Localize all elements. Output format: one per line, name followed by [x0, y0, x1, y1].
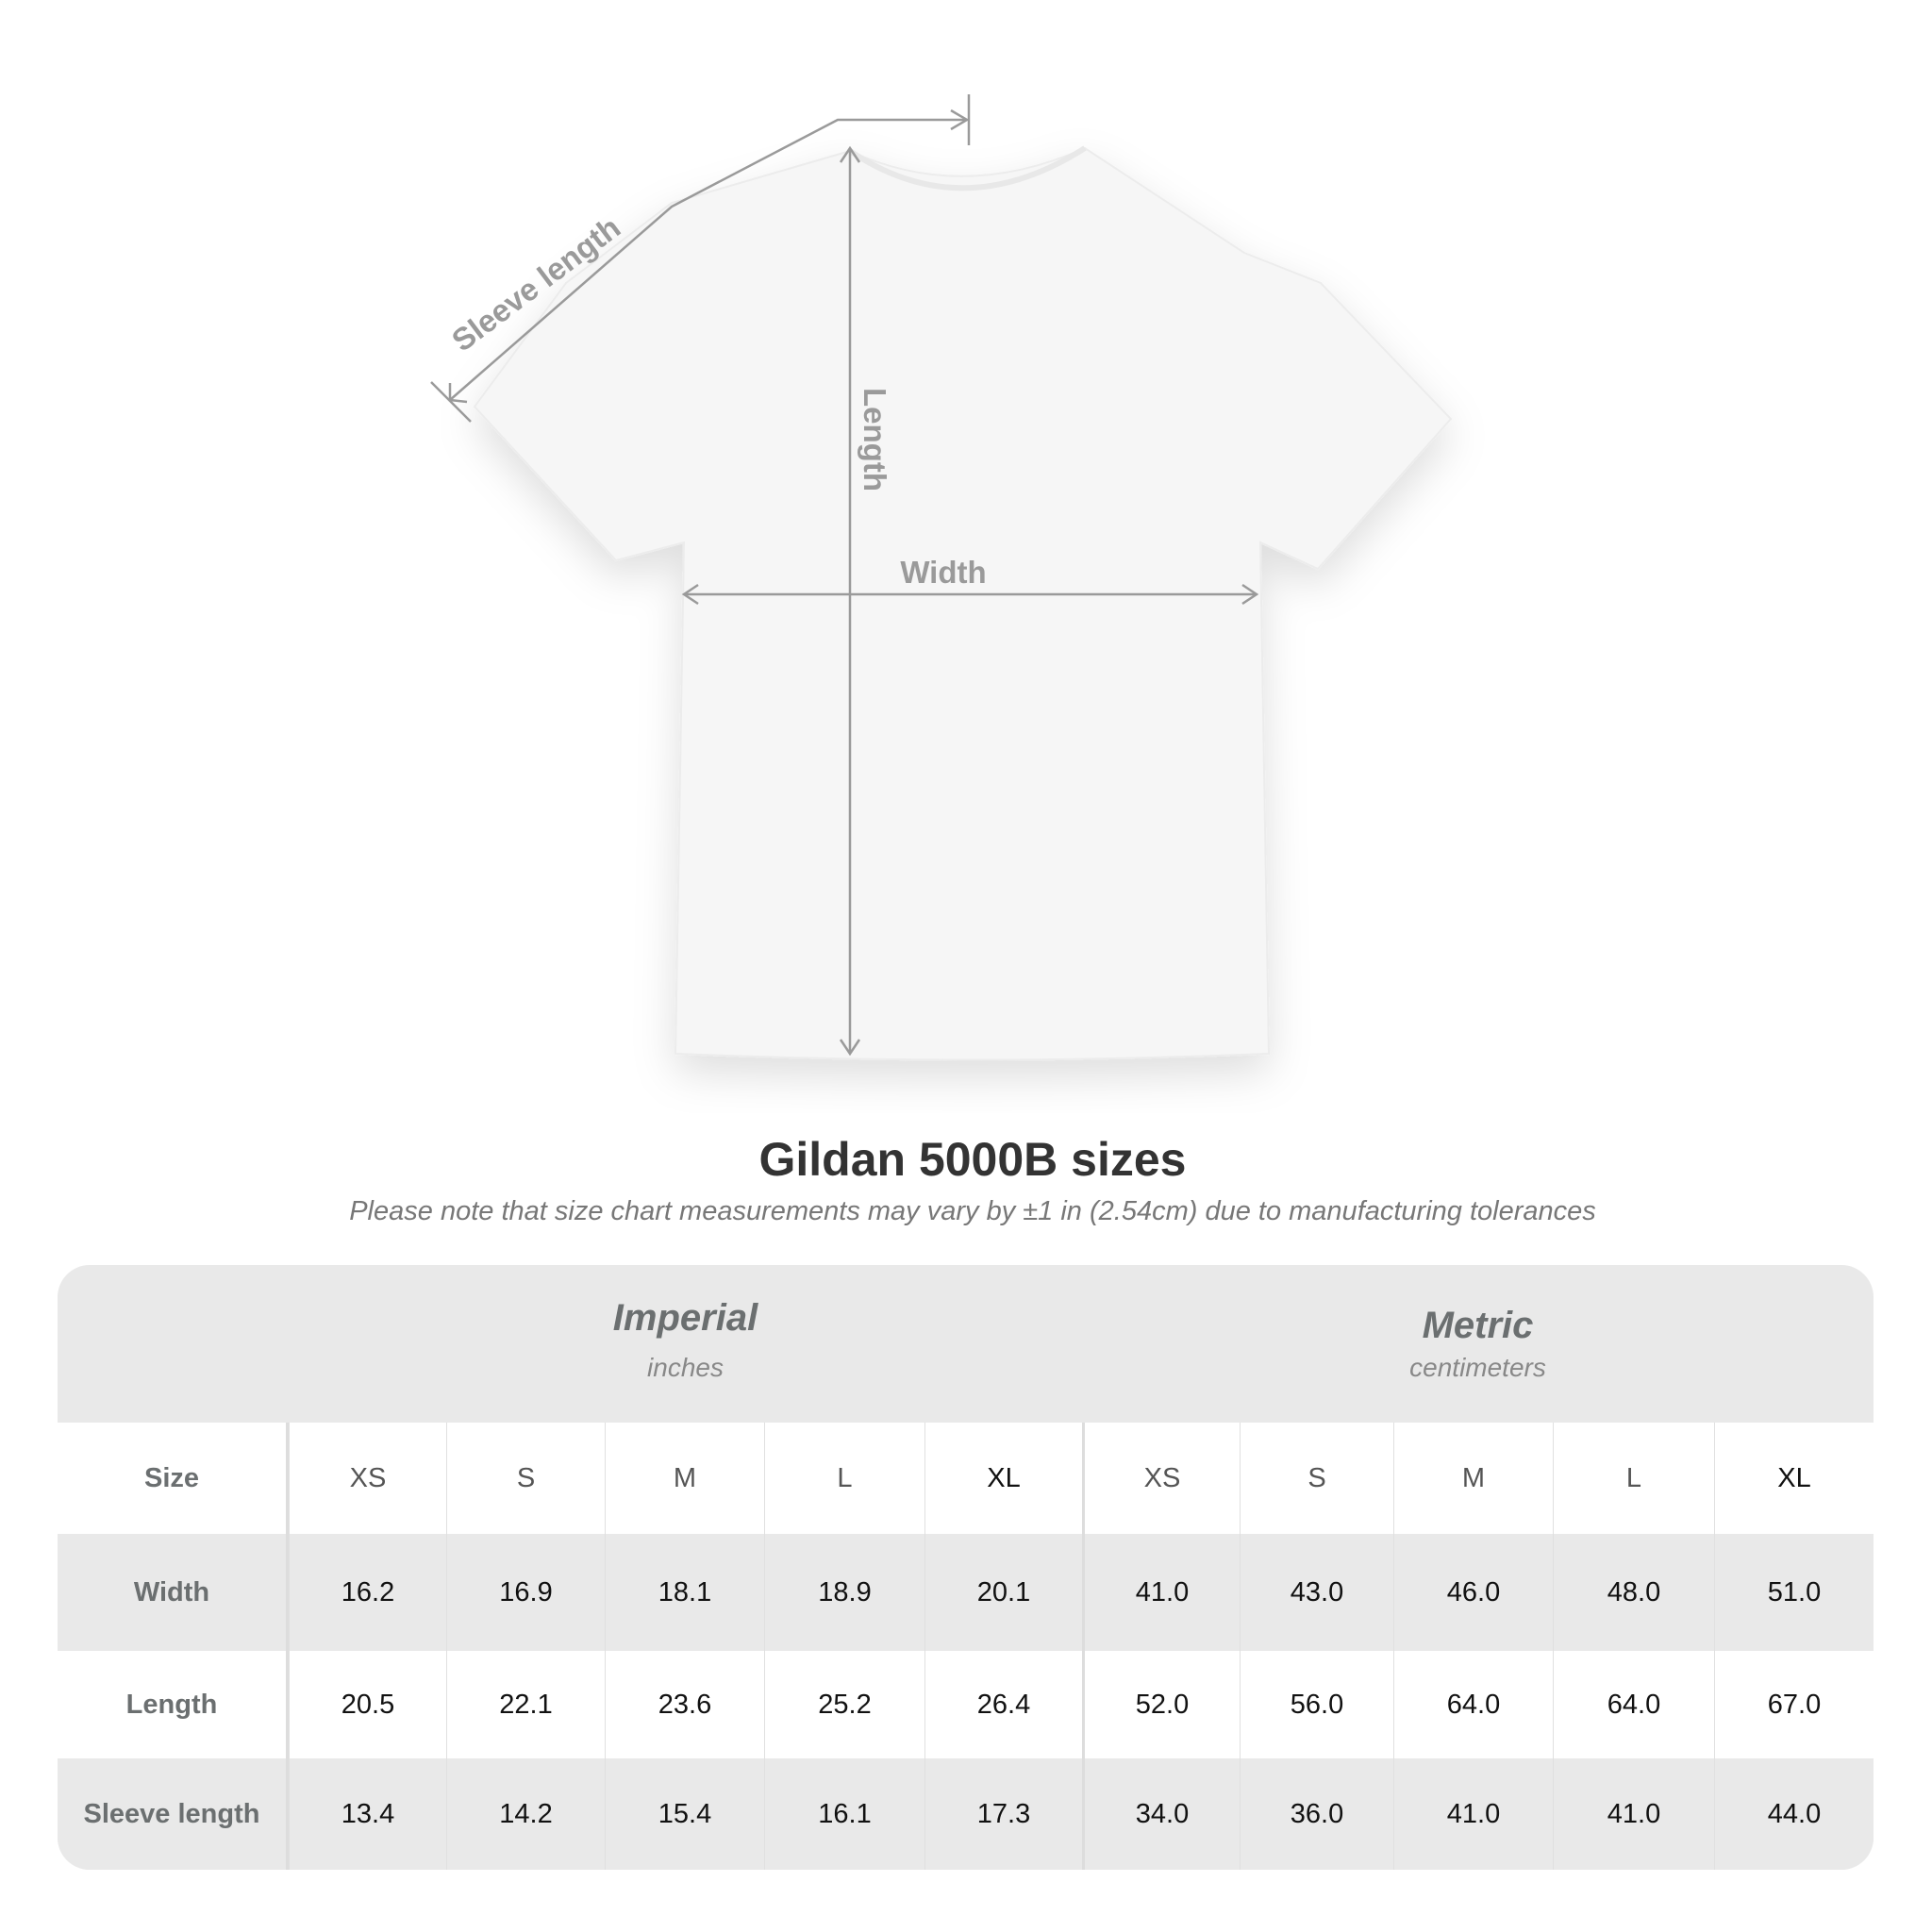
- table-row: Sleeve length 13.4 14.2 15.4 16.1 17.3 34.0 36.…: [58, 1758, 1874, 1870]
- table-cell: 18.1: [605, 1534, 764, 1651]
- table-cell: 52.0: [1082, 1651, 1240, 1758]
- size-column-header: XS: [289, 1423, 446, 1534]
- metric-unit: centimeters: [1409, 1353, 1546, 1382]
- table-cell: 43.0: [1240, 1534, 1393, 1651]
- table-cell: 44.0: [1714, 1758, 1874, 1870]
- size-column-header: XL: [1714, 1423, 1874, 1534]
- table-cell: 23.6: [605, 1651, 764, 1758]
- size-table: Imperial inches Metric centimeters Size X…: [58, 1265, 1874, 1870]
- row-label: Length: [58, 1651, 289, 1758]
- table-row: Width 16.2 16.9 18.1 18.9 20.1 41.0 43.0 46.0 48.…: [58, 1534, 1874, 1651]
- size-column-header: XL: [924, 1423, 1082, 1534]
- table-cell: 22.1: [446, 1651, 605, 1758]
- table-cell: 64.0: [1393, 1651, 1553, 1758]
- size-label: Size: [58, 1423, 289, 1534]
- sleeve-length-arrow: [449, 118, 967, 401]
- length-label: Length: [858, 388, 892, 491]
- table-cell: 41.0: [1082, 1534, 1240, 1651]
- imperial-unit: inches: [647, 1353, 724, 1382]
- size-column-header: S: [1240, 1423, 1393, 1534]
- table-cell: 48.0: [1553, 1534, 1714, 1651]
- table-cell: 18.9: [764, 1534, 924, 1651]
- table-cell: 16.9: [446, 1534, 605, 1651]
- size-column-header: L: [1553, 1423, 1714, 1534]
- table-cell: 17.3: [924, 1758, 1082, 1870]
- table-cell: 36.0: [1240, 1758, 1393, 1870]
- table-cell: 25.2: [764, 1651, 924, 1758]
- metric-header: Metric centimeters: [1082, 1265, 1874, 1462]
- tolerance-note: Please note that size chart measurements…: [349, 1196, 1596, 1226]
- row-label: Sleeve length: [58, 1758, 289, 1870]
- table-cell: 15.4: [605, 1758, 764, 1870]
- size-column-header: L: [764, 1423, 924, 1534]
- table-cell: 51.0: [1714, 1534, 1874, 1651]
- table-row: Length 20.5 22.1 23.6 25.2 26.4 52.0 56.0 64.0 64…: [58, 1651, 1874, 1758]
- table-cell: 46.0: [1393, 1534, 1553, 1651]
- tshirt-shape: [473, 146, 1453, 1061]
- size-column-header: M: [605, 1423, 764, 1534]
- table-cell: 20.1: [924, 1534, 1082, 1651]
- size-header-row: Size XS S M L XL XS S M L XL: [58, 1423, 1874, 1534]
- imperial-header: Imperial inches: [289, 1265, 1082, 1455]
- table-cell: 26.4: [924, 1651, 1082, 1758]
- table-cell: 67.0: [1714, 1651, 1874, 1758]
- width-label: Width: [900, 555, 986, 590]
- table-cell: 16.1: [764, 1758, 924, 1870]
- table-cell: 20.5: [289, 1651, 446, 1758]
- tshirt-diagram: Sleeve length Length Width: [430, 94, 1453, 1061]
- table-cell: 13.4: [289, 1758, 446, 1870]
- imperial-label: Imperial: [612, 1297, 758, 1339]
- row-label: Width: [58, 1534, 289, 1651]
- size-column-header: M: [1393, 1423, 1553, 1534]
- page-title: Gildan 5000B sizes: [758, 1133, 1187, 1186]
- table-cell: 41.0: [1393, 1758, 1553, 1870]
- metric-label: Metric: [1422, 1305, 1534, 1346]
- table-cell: 41.0: [1553, 1758, 1714, 1870]
- table-cell: 64.0: [1553, 1651, 1714, 1758]
- table-cell: 14.2: [446, 1758, 605, 1870]
- table-cell: 34.0: [1082, 1758, 1240, 1870]
- size-column-header: XS: [1082, 1423, 1240, 1534]
- table-cell: 16.2: [289, 1534, 446, 1651]
- size-column-header: S: [446, 1423, 605, 1534]
- table-cell: 56.0: [1240, 1651, 1393, 1758]
